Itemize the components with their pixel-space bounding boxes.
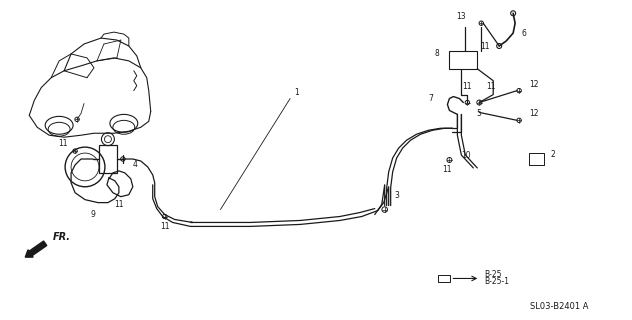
Text: SL03-B2401 A: SL03-B2401 A	[530, 302, 588, 311]
Text: 11: 11	[487, 82, 496, 91]
FancyArrow shape	[25, 241, 47, 257]
Text: 4: 4	[132, 160, 137, 170]
Text: 11: 11	[58, 139, 68, 148]
Text: 2: 2	[551, 150, 556, 159]
Text: 11: 11	[480, 42, 490, 51]
Text: 5: 5	[477, 109, 482, 118]
Text: 10: 10	[461, 151, 471, 160]
Text: FR.: FR.	[53, 232, 71, 242]
Text: B-25-1: B-25-1	[484, 277, 509, 286]
Text: 12: 12	[529, 80, 538, 89]
Text: 3: 3	[394, 191, 399, 200]
Text: 6: 6	[521, 29, 526, 38]
Text: 7: 7	[428, 93, 434, 102]
Text: 1: 1	[294, 88, 299, 97]
Text: 11: 11	[442, 165, 452, 174]
Text: 12: 12	[529, 109, 538, 118]
Text: 9: 9	[90, 210, 95, 219]
Text: 11: 11	[463, 82, 472, 91]
Text: 11: 11	[160, 222, 169, 231]
Text: 13: 13	[456, 12, 465, 21]
Text: 8: 8	[435, 49, 439, 58]
Text: B-25: B-25	[484, 270, 502, 279]
Text: 11: 11	[114, 200, 124, 209]
